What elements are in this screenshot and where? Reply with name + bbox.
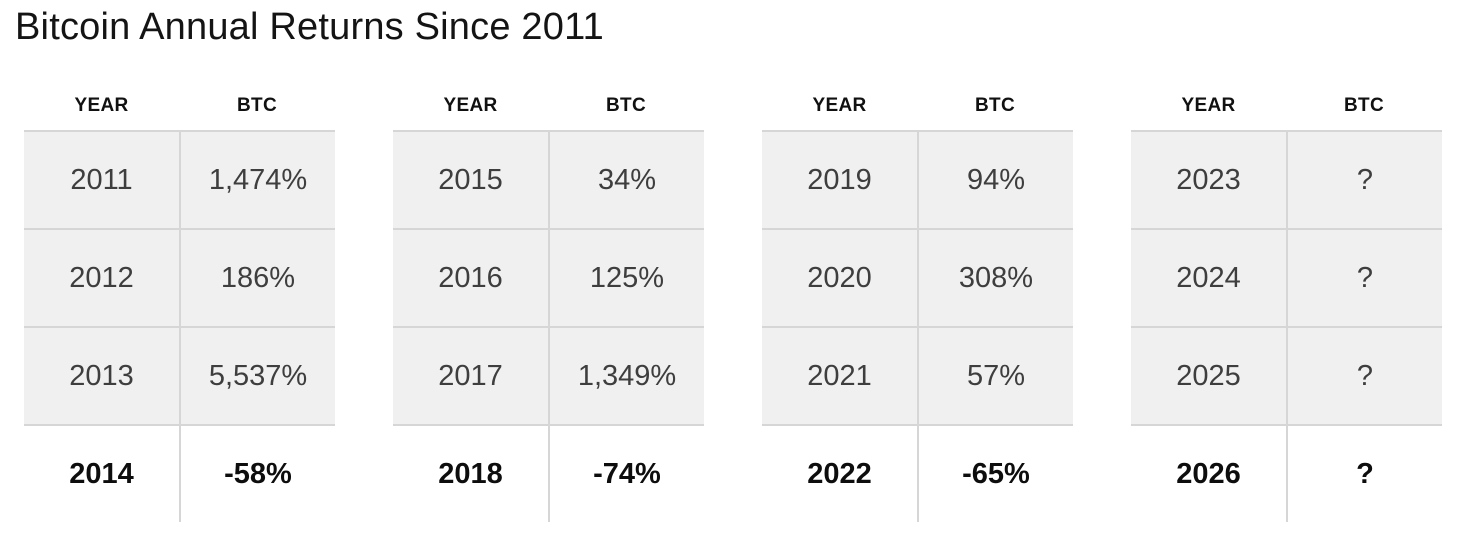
btc-column-header: BTC — [606, 95, 646, 116]
btc-return-cell: 34% — [548, 132, 704, 228]
year-cell: 2018 — [438, 457, 503, 490]
year-cell: 2025 — [1176, 359, 1241, 392]
table-header: YEAR BTC — [1131, 82, 1442, 130]
table-row: 2012 186% — [24, 230, 335, 328]
table-header: YEAR BTC — [24, 82, 335, 130]
table-row: 2016 125% — [393, 230, 704, 328]
btc-column-header: BTC — [975, 95, 1015, 116]
table-row-highlight: 2022 -65% — [762, 426, 1073, 522]
btc-return-cell: 186% — [179, 230, 335, 326]
year-column-header: YEAR — [1181, 95, 1236, 116]
table-row: 2021 57% — [762, 328, 1073, 426]
btc-return-cell: 57% — [917, 328, 1073, 424]
year-column-header: YEAR — [812, 95, 867, 116]
btc-return-cell: ? — [1286, 230, 1442, 326]
btc-column-header: BTC — [1344, 95, 1384, 116]
year-cell: 2014 — [69, 457, 134, 490]
table-row: 2025? — [1131, 328, 1442, 426]
table-row: 2011 1,474% — [24, 132, 335, 230]
returns-table-group: YEAR BTC 2023? 2024? 2025? 2026? — [1131, 82, 1442, 522]
year-cell: 2012 — [69, 261, 134, 294]
table-row: 2023? — [1131, 132, 1442, 230]
btc-return-cell: -65% — [917, 426, 1073, 522]
year-cell: 2023 — [1176, 163, 1241, 196]
table-header: YEAR BTC — [393, 82, 704, 130]
table-body: 2011 1,474% 2012 186% 2013 5,537% 2014 -58% — [24, 130, 335, 522]
year-cell: 2017 — [438, 359, 503, 392]
year-cell: 2022 — [807, 457, 872, 490]
btc-return-cell: 1,474% — [179, 132, 335, 228]
table-body: 2019 94% 2020 308% 2021 57% 2022 -65% — [762, 130, 1073, 522]
btc-return-cell: ? — [1286, 426, 1442, 522]
year-cell: 2019 — [807, 163, 872, 196]
btc-return-cell: 308% — [917, 230, 1073, 326]
table-row-highlight: 2014 -58% — [24, 426, 335, 522]
table-row-highlight: 2018 -74% — [393, 426, 704, 522]
year-cell: 2011 — [70, 163, 133, 196]
table-row: 2015 34% — [393, 132, 704, 230]
btc-return-cell: -58% — [179, 426, 335, 522]
btc-return-cell: 1,349% — [548, 328, 704, 424]
table-row: 2017 1,349% — [393, 328, 704, 426]
returns-table-group: YEAR BTC 2019 94% 2020 308% 2021 57% 2022 -65% — [762, 82, 1073, 522]
year-cell: 2013 — [69, 359, 134, 392]
table-row: 2019 94% — [762, 132, 1073, 230]
btc-column-header: BTC — [237, 95, 277, 116]
table-row: 2013 5,537% — [24, 328, 335, 426]
table-row: 2024? — [1131, 230, 1442, 328]
year-column-header: YEAR — [443, 95, 498, 116]
table-body: 2015 34% 2016 125% 2017 1,349% 2018 -74% — [393, 130, 704, 522]
year-cell: 2015 — [438, 163, 503, 196]
year-cell: 2020 — [807, 261, 872, 294]
year-cell: 2016 — [438, 261, 503, 294]
year-cell: 2026 — [1176, 457, 1241, 490]
btc-return-cell: 5,537% — [179, 328, 335, 424]
returns-table-group: YEAR BTC 2015 34% 2016 125% 2017 1,349% 2018 -74% — [393, 82, 704, 522]
year-cell: 2021 — [807, 359, 872, 392]
btc-return-cell: -74% — [548, 426, 704, 522]
table-row: 2020 308% — [762, 230, 1073, 328]
year-column-header: YEAR — [74, 95, 129, 116]
returns-table-group: YEAR BTC 2011 1,474% 2012 186% 2013 5,537% 2014 -… — [24, 82, 335, 522]
btc-return-cell: ? — [1286, 328, 1442, 424]
year-cell: 2024 — [1176, 261, 1241, 294]
table-row-highlight: 2026? — [1131, 426, 1442, 522]
table-header: YEAR BTC — [762, 82, 1073, 130]
btc-return-cell: 94% — [917, 132, 1073, 228]
page-title: Bitcoin Annual Returns Since 2011 — [15, 6, 604, 48]
table-body: 2023? 2024? 2025? 2026? — [1131, 130, 1442, 522]
btc-return-cell: 125% — [548, 230, 704, 326]
btc-return-cell: ? — [1286, 132, 1442, 228]
